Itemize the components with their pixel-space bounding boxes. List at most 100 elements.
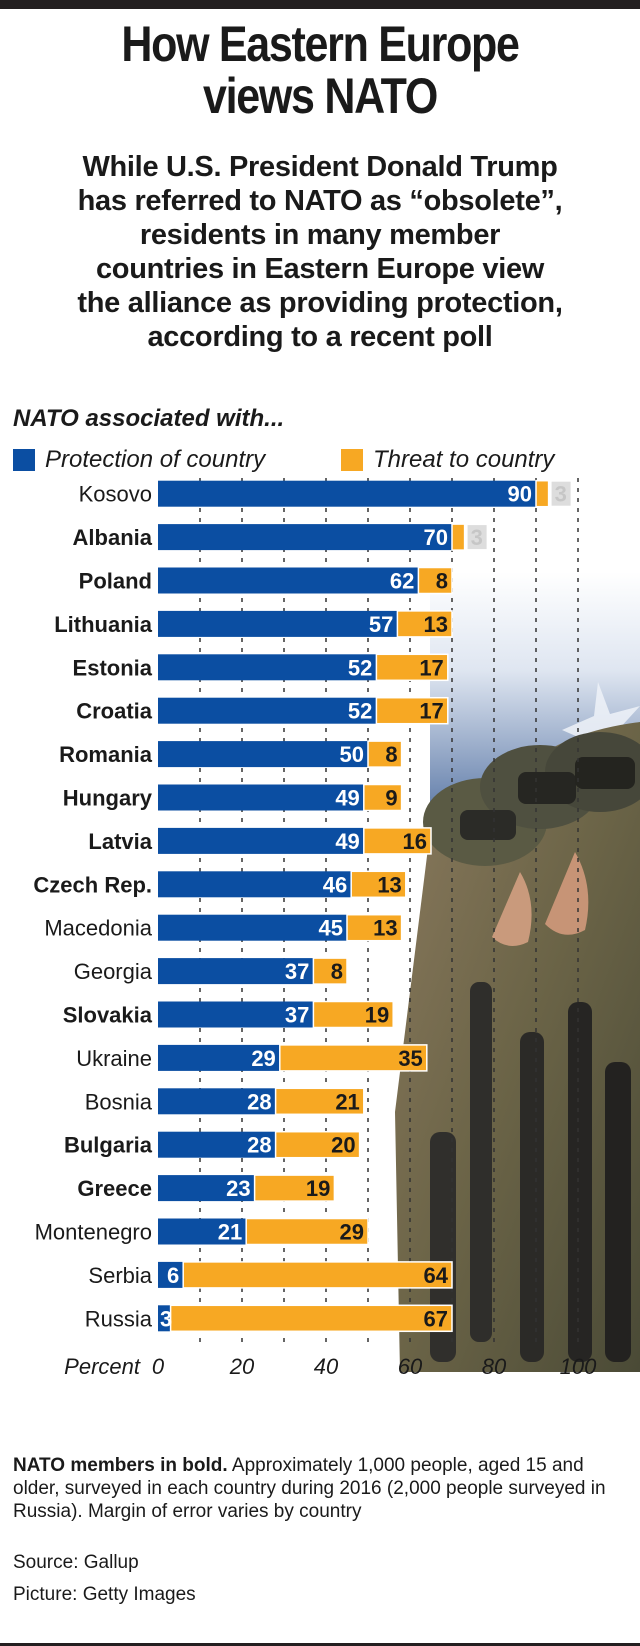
bar-threat [274,1130,361,1159]
footnote-text: Approximately 1,000 people, aged 15 and … [13,1455,606,1522]
category-label: Latvia [88,829,152,854]
value-label-threat: 13 [373,916,397,941]
x-axis: Percent 0 20 40 60 80 100 [64,1354,597,1379]
title-line-2: views NATO [202,68,438,124]
value-label-protection: 70 [424,525,448,550]
bar-threat [274,1087,365,1116]
value-label-threat: 19 [306,1176,330,1201]
bottom-rule [0,1643,640,1646]
page-title: How Eastern Europe views NATO [45,18,595,122]
bar-protection [158,480,536,507]
category-label: Slovakia [63,1003,153,1028]
legend-item-protection: Protection of country [13,446,265,474]
value-label-threat: 8 [331,959,343,984]
value-label-threat: 17 [419,699,443,724]
bar-protection [158,1088,276,1115]
bar-threat [169,1304,453,1333]
chart-heading: NATO associated with... [13,405,285,432]
stacked-bar-chart: Kosovo903Albania703Poland628Lithuania571… [33,472,640,1379]
bar-protection [158,1175,255,1202]
bar-protection [158,958,314,985]
x-tick-label: 80 [482,1354,507,1379]
value-label-protection: 50 [340,742,364,767]
category-label: Bulgaria [64,1133,153,1158]
x-axis-title: Percent [64,1354,141,1379]
category-label: Russia [85,1306,153,1331]
value-label-protection: 37 [285,959,309,984]
subtitle-line: countries in Eastern Europe view [95,253,545,285]
value-label-threat: 13 [424,612,448,637]
bar-threat [535,479,550,508]
value-label-threat: 17 [419,655,443,680]
bar-protection [158,1305,171,1332]
value-label-protection: 49 [335,786,359,811]
legend-swatch-protection [13,449,35,471]
picture-credit: Picture: Getty Images [13,1584,196,1605]
bar-protection [158,697,377,724]
value-label-protection: 49 [335,829,359,854]
subtitle-line: While U.S. President Donald Trump [82,151,558,183]
category-label: Lithuania [54,612,153,637]
legend-swatch-threat [341,449,363,471]
bar-threat [346,913,403,942]
bar-protection [158,1131,276,1158]
bar-threat [396,610,453,638]
bar-protection [158,1044,280,1071]
footnote-bold: NATO members in bold. [13,1455,228,1476]
bar-protection [158,914,347,941]
bar-threat [363,827,432,855]
bar-threat [253,1174,336,1202]
x-tick-label: 60 [398,1354,423,1379]
bar-protection [158,827,364,854]
bar-threat [451,523,466,551]
bar-threat [375,696,449,725]
category-label: Croatia [76,699,153,724]
value-label-protection: 45 [319,916,343,941]
category-label: Serbia [88,1263,152,1288]
value-label-threat: 29 [340,1220,364,1245]
value-label-threat: 35 [398,1046,422,1071]
bar-threat [367,740,403,768]
value-label-protection: 62 [390,569,414,594]
bar-protection [158,524,452,551]
bar-threat [350,870,407,899]
x-tick-label: 100 [560,1354,597,1379]
value-label-threat-backdrop [551,481,571,506]
x-tick-label: 40 [314,1354,339,1379]
value-label-protection: 3 [160,1306,172,1331]
bar-protection [158,567,419,594]
bar-protection [158,784,364,811]
top-rule [0,0,640,9]
x-tick-label: 20 [229,1354,255,1379]
legend-label-threat: Threat to country [373,446,555,473]
value-label-protection: 21 [218,1220,242,1245]
value-label-threat: 20 [331,1133,355,1158]
category-label: Greece [77,1176,152,1201]
soldiers-photo-illustration [395,572,640,1372]
bar-protection [158,1261,184,1288]
bar-rows: Kosovo903Albania703Poland628Lithuania571… [33,479,571,1333]
value-label-protection: 46 [323,872,347,897]
bar-protection [158,610,398,637]
value-label-protection: 23 [226,1176,250,1201]
value-label-threat: 21 [335,1089,359,1114]
category-label: Montenegro [35,1220,152,1245]
value-label-threat: 64 [424,1263,449,1288]
bar-protection [158,741,368,768]
category-label: Romania [59,742,153,767]
category-label: Macedonia [44,916,152,941]
legend-label-protection: Protection of country [45,446,266,473]
legend-item-threat: Threat to country [341,446,554,474]
value-label-threat: 16 [403,829,427,854]
value-label-protection: 6 [167,1263,179,1288]
source-credit: Source: Gallup [13,1552,139,1573]
value-label-protection: 52 [348,655,372,680]
value-label-protection: 57 [369,612,393,637]
title-line-1: How Eastern Europe [121,16,520,72]
category-label: Poland [79,569,152,594]
value-label-threat: 8 [385,742,397,767]
value-label-protection: 90 [508,482,532,507]
x-tick-label: 0 [152,1354,165,1379]
footnote: NATO members in bold. Approximately 1,00… [13,1454,623,1523]
subtitle-line: the alliance as providing protection, [77,287,563,319]
